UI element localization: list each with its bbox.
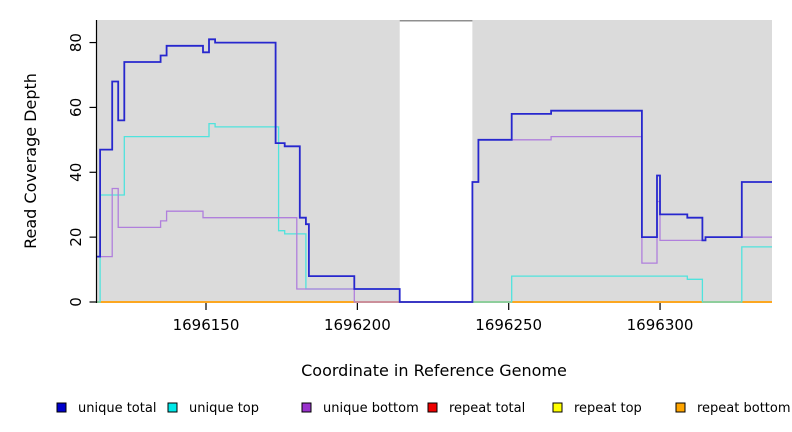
legend-swatch-repeat-top xyxy=(552,402,563,413)
plot-background-layer xyxy=(97,20,772,303)
x-axis-title: Coordinate in Reference Genome xyxy=(301,361,567,380)
x-tick-label: 1696300 xyxy=(627,316,694,334)
x-tick-label: 1696250 xyxy=(475,316,542,334)
series-unique-total xyxy=(97,38,772,303)
legend-item-repeat-total: repeat total xyxy=(427,401,525,416)
x-tick-label: 1696150 xyxy=(173,316,240,334)
axes-layer: 0 20 40 60 80 1696150 1696200 1696250 1696300 xyxy=(67,20,693,334)
y-tick-label: 80 xyxy=(67,33,85,52)
legend-swatch-repeat-bottom xyxy=(675,402,686,413)
y-tick-label: 20 xyxy=(67,228,85,247)
legend-swatch-unique-total xyxy=(56,402,67,413)
legend-item-repeat-bottom: repeat bottom xyxy=(675,401,791,416)
legend-label: repeat top xyxy=(574,401,642,416)
y-tick-label: 0 xyxy=(67,297,85,307)
legend-swatch-unique-bottom xyxy=(301,402,312,413)
x-tick-label: 1696200 xyxy=(324,316,391,334)
legend-item-repeat-top: repeat top xyxy=(552,401,642,416)
series-unique-top xyxy=(97,122,772,303)
legend-label: unique top xyxy=(189,401,259,416)
coverage-gap-region xyxy=(399,21,473,303)
legend-item-unique-total: unique total xyxy=(56,401,156,416)
legend-label: repeat total xyxy=(449,401,525,416)
legend-swatch-repeat-total xyxy=(427,402,438,413)
legend-label: unique total xyxy=(78,401,156,416)
series-layer xyxy=(97,38,772,303)
legend-item-unique-top: unique top xyxy=(167,401,259,416)
legend-item-unique-bottom: unique bottom xyxy=(301,401,419,416)
legend-label: unique bottom xyxy=(323,401,419,416)
y-tick-label: 40 xyxy=(67,163,85,182)
y-tick-label: 60 xyxy=(67,98,85,117)
gap-top-border xyxy=(399,20,473,22)
legend-label: repeat bottom xyxy=(697,401,791,416)
legend: unique total unique top unique bottom repea… xyxy=(56,401,791,416)
y-axis-title: Read Coverage Depth xyxy=(21,73,40,249)
legend-swatch-unique-top xyxy=(167,402,178,413)
